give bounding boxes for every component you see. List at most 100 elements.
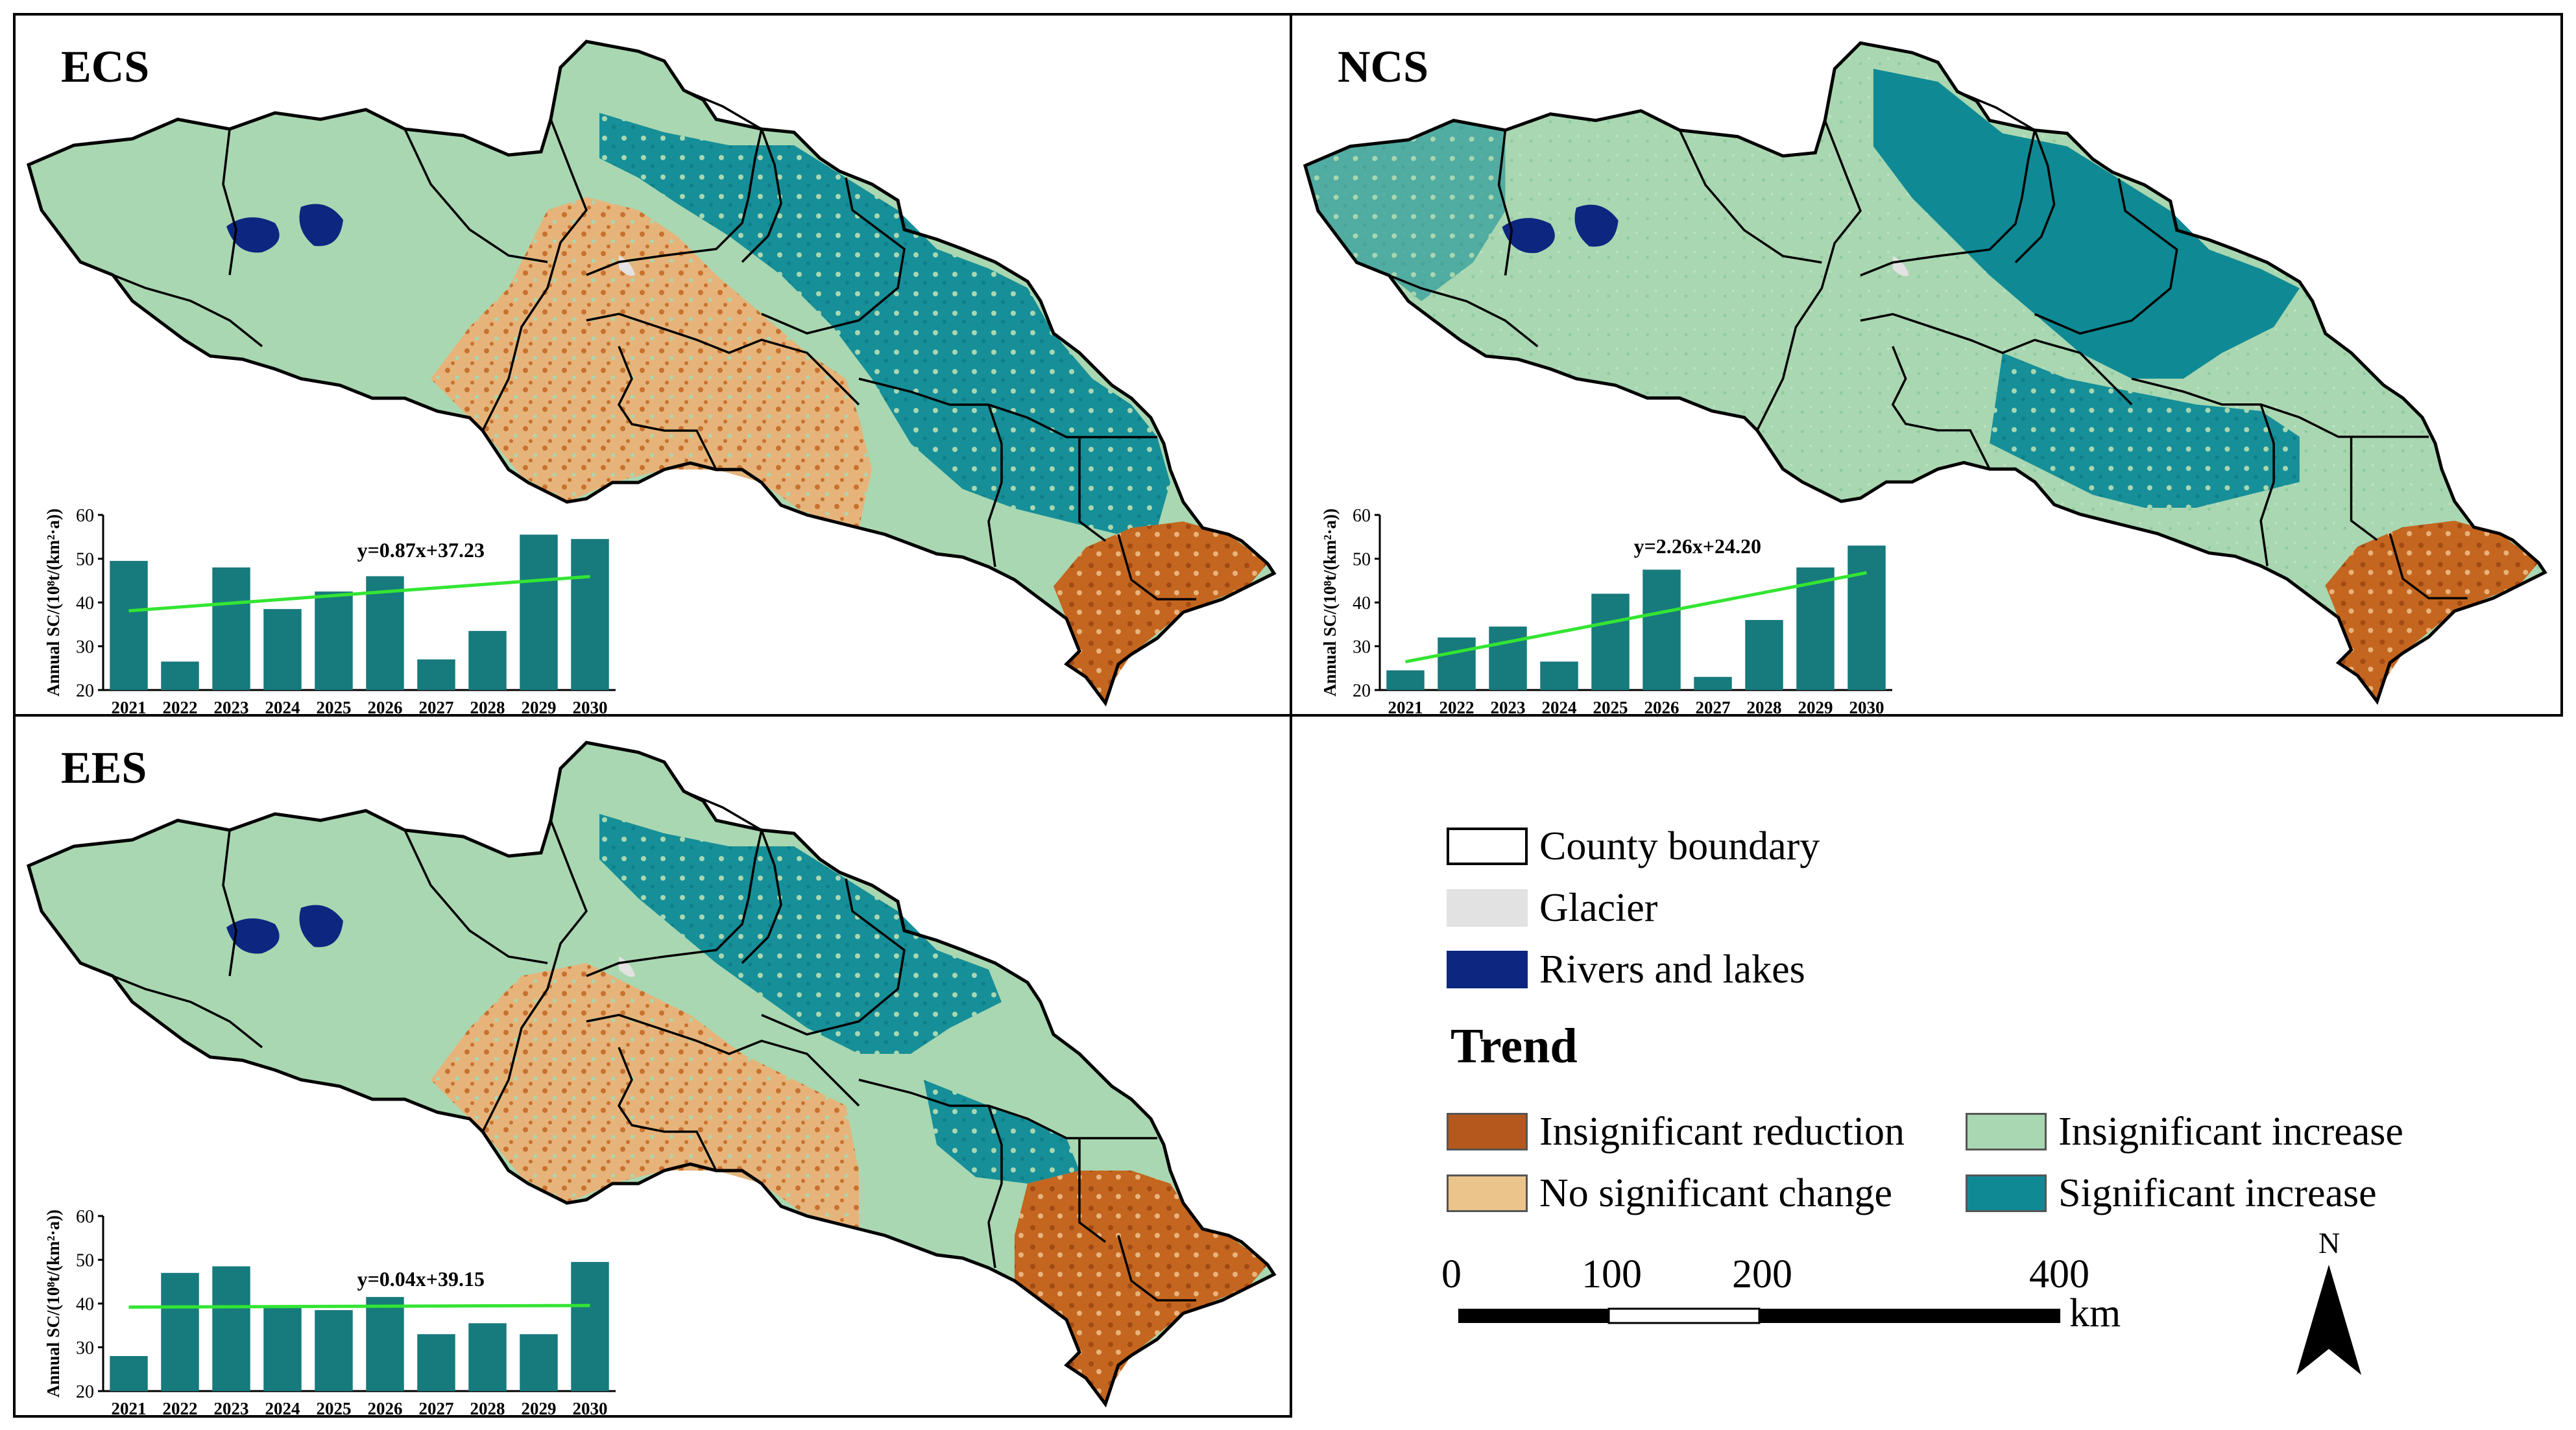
- bar: [1643, 569, 1681, 690]
- panel-ncs: NCS 20 30 40 50 60 Annual SC/(10⁸t/(km²·a)) 20…: [1290, 13, 2563, 717]
- legend-label: County boundary: [1539, 824, 1820, 868]
- x-tick-label: 2025: [317, 698, 352, 717]
- bar: [417, 1334, 455, 1391]
- bar: [1745, 620, 1783, 690]
- north-label: N: [2318, 1226, 2341, 1259]
- legend-label: Glacier: [1539, 885, 1658, 930]
- x-tick-label: 2030: [1849, 698, 1884, 717]
- x-tick-label: 2029: [1798, 698, 1833, 717]
- y-tick-label: 20: [76, 681, 94, 701]
- bar: [110, 560, 148, 690]
- x-tick-label: 2027: [419, 698, 454, 717]
- scale-bar-graphic: [1458, 1307, 2060, 1324]
- bar: [468, 630, 507, 690]
- x-tick-label: 2023: [214, 1399, 249, 1418]
- x-tick-label: 2030: [573, 698, 608, 717]
- rivers-lakes-swatch: [1447, 951, 1528, 988]
- x-tick-label: 2030: [573, 1399, 608, 1418]
- north-arrow: N: [2290, 1226, 2368, 1388]
- x-tick-label: 2021: [1388, 698, 1423, 717]
- x-tick-label: 2028: [470, 698, 505, 717]
- bar: [520, 534, 558, 690]
- north-arrow-icon: [2296, 1265, 2361, 1375]
- legend-label: Insignificant reduction: [1539, 1109, 1905, 1154]
- x-tick-label: 2029: [522, 1399, 557, 1418]
- glacier-swatch: [1447, 889, 1528, 927]
- x-tick-label: 2023: [214, 698, 249, 717]
- trend-line: [1405, 571, 1867, 663]
- x-tick-label: 2021: [112, 1399, 147, 1418]
- y-tick-label: 40: [76, 593, 94, 614]
- bar: [571, 539, 609, 690]
- insignificant-increase-swatch: [1966, 1113, 2047, 1150]
- bar: [468, 1323, 507, 1391]
- scale-tick-label: 0: [1441, 1252, 1462, 1296]
- trend-equation: y=0.87x+37.23: [357, 538, 485, 562]
- legend-item-no-significant-change: No significant change: [1447, 1171, 1892, 1216]
- x-tick-label: 2024: [265, 698, 300, 717]
- x-tick-label: 2021: [112, 698, 147, 717]
- legend-item-glacier: Glacier: [1447, 885, 1657, 931]
- bar: [110, 1356, 148, 1391]
- map-legend: County boundary Glacier Rivers and lakes…: [1441, 824, 2549, 1407]
- bar: [1489, 626, 1527, 690]
- bar: [263, 1307, 302, 1391]
- scale-tick-label: 400: [2029, 1252, 2089, 1296]
- x-tick-label: 2025: [1593, 698, 1628, 717]
- sc-bar-chart: 20 30 40 50 60 Annual SC/(10⁸t/(km²·a)) 2021 20…: [29, 506, 625, 717]
- sc-bar-chart: 20 30 40 50 60 Annual SC/(10⁸t/(km²·a)) 2021 20…: [1305, 506, 1902, 717]
- bar: [315, 591, 353, 690]
- x-tick-label: 2023: [1491, 698, 1526, 717]
- y-tick-label: 60: [76, 1207, 94, 1227]
- y-tick-label: 50: [76, 550, 94, 570]
- y-axis-label: Annual SC/(10⁸t/(km²·a)): [43, 1210, 63, 1398]
- x-tick-label: 2026: [368, 698, 403, 717]
- bar: [161, 661, 199, 690]
- bar: [212, 567, 250, 690]
- bar: [1386, 670, 1425, 690]
- y-tick-label: 30: [76, 638, 94, 658]
- x-tick-label: 2024: [265, 1399, 300, 1418]
- panel-title: NCS: [1338, 42, 1429, 92]
- legend-item-insignificant-reduction: Insignificant reduction: [1447, 1109, 1905, 1154]
- legend-item-significant-increase: Significant increase: [1966, 1171, 2377, 1216]
- y-tick-label: 60: [1353, 506, 1371, 526]
- bar: [366, 1296, 404, 1391]
- trend-line: [128, 1304, 590, 1309]
- y-tick-label: 60: [76, 506, 94, 526]
- y-tick-label: 20: [1353, 681, 1371, 701]
- bar: [1796, 567, 1835, 690]
- legend-label: Rivers and lakes: [1539, 947, 1805, 992]
- scale-bar: 0 100 200 400 km: [1441, 1252, 2121, 1381]
- scale-tick-label: 100: [1582, 1252, 1642, 1296]
- sc-bar-chart: 20 30 40 50 60 Annual SC/(10⁸t/(km²·a)) 2021 20…: [29, 1207, 625, 1418]
- legend-item-insignificant-increase: Insignificant increase: [1966, 1109, 2403, 1154]
- significant-increase-swatch: [1966, 1174, 2047, 1212]
- x-tick-label: 2025: [317, 1399, 352, 1418]
- y-tick-label: 40: [1353, 593, 1371, 614]
- legend-label: Insignificant increase: [2058, 1109, 2403, 1154]
- bar: [417, 659, 455, 690]
- y-tick-label: 50: [1353, 550, 1371, 570]
- bar: [161, 1272, 199, 1391]
- bar: [315, 1310, 353, 1391]
- trend-line: [128, 575, 590, 613]
- x-tick-label: 2027: [1696, 698, 1731, 717]
- bar: [1591, 593, 1630, 690]
- x-tick-label: 2027: [419, 1399, 454, 1418]
- bar: [212, 1266, 250, 1391]
- y-tick-label: 40: [76, 1294, 94, 1315]
- x-tick-label: 2022: [1439, 698, 1475, 717]
- legend-item-county-boundary: County boundary: [1447, 824, 1820, 869]
- x-tick-label: 2028: [470, 1399, 505, 1418]
- legend-label: No significant change: [1539, 1171, 1893, 1215]
- panel-ecs: ECS 20 30 40 50 60 Annual SC/(10⁸t/(km²·a)) 20…: [13, 13, 1292, 717]
- x-tick-label: 2022: [163, 1399, 198, 1418]
- panel-title: EES: [61, 743, 147, 793]
- y-tick-label: 50: [76, 1251, 94, 1271]
- chart-svg: 2030 40 50 60 Annual SC/(10⁸t/(km²·a)) 2021 20…: [43, 1207, 616, 1418]
- bar: [263, 609, 302, 690]
- bar: [1694, 676, 1732, 690]
